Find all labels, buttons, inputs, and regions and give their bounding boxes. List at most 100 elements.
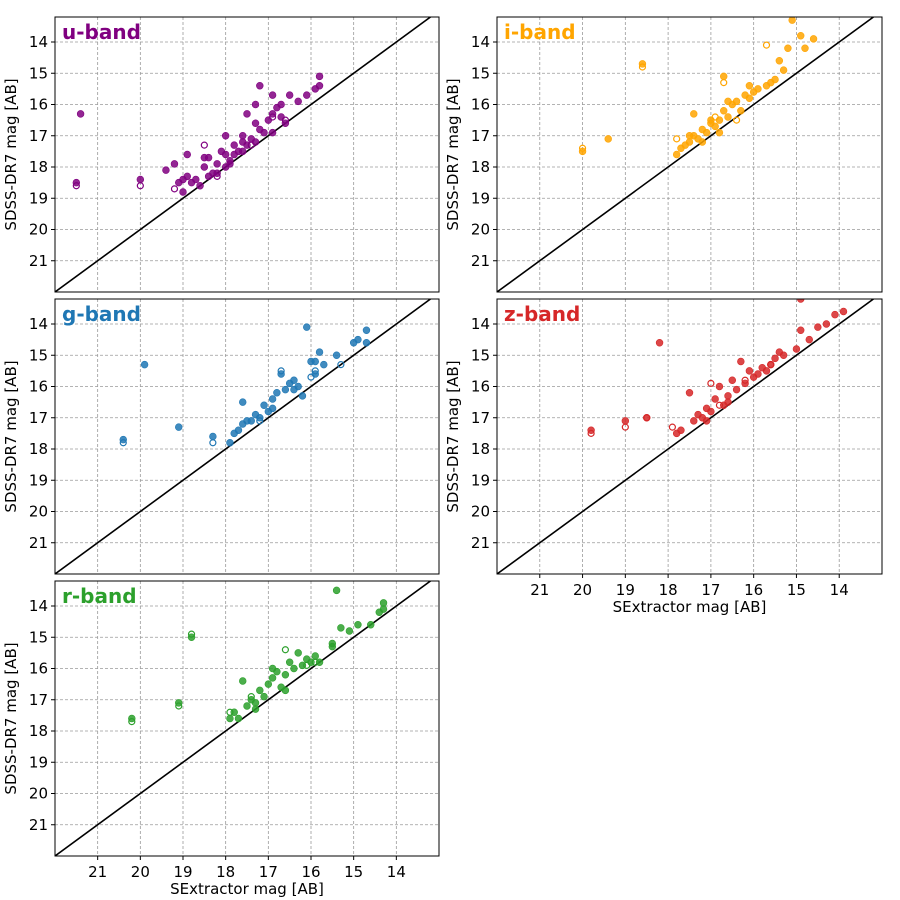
data-point-filled <box>315 82 324 90</box>
data-point-filled <box>251 705 260 713</box>
data-point-filled <box>724 113 732 121</box>
y-tick-label: 18 <box>29 440 48 458</box>
data-point-filled <box>136 175 145 184</box>
x-tick-label: 20 <box>131 863 150 881</box>
data-point-filled <box>775 348 784 356</box>
data-point-filled <box>294 97 302 106</box>
data-point-filled <box>239 132 247 140</box>
y-tick-label: 20 <box>29 503 48 521</box>
data-point-open <box>281 116 289 124</box>
x-tick-label: 19 <box>173 863 192 881</box>
y-tick-label: 19 <box>471 189 490 207</box>
data-point-filled <box>251 138 260 146</box>
data-point-filled <box>239 147 247 156</box>
y-tick-label: 14 <box>29 315 48 333</box>
data-point-filled <box>788 17 796 24</box>
data-point-filled <box>720 107 728 115</box>
data-point-filled <box>715 116 724 124</box>
data-point-open <box>311 367 319 375</box>
data-point-filled <box>298 392 307 400</box>
y-tick-label: 14 <box>29 597 48 615</box>
data-point-filled <box>239 398 247 406</box>
y-tick-label: 21 <box>29 816 48 834</box>
data-point-filled <box>754 370 762 378</box>
y-tick-label: 19 <box>471 471 490 489</box>
y-tick-label: 20 <box>471 221 490 239</box>
data-point-open <box>762 41 771 49</box>
y-tick-label: 16 <box>29 660 48 678</box>
y-tick-label: 21 <box>29 534 48 552</box>
data-point-filled <box>797 326 805 334</box>
data-point-filled <box>281 671 290 679</box>
y-tick-label: 16 <box>29 378 48 396</box>
data-point-filled <box>260 692 268 701</box>
data-point-filled <box>200 163 209 171</box>
data-point-filled <box>234 714 243 723</box>
data-point-filled <box>183 172 191 181</box>
data-point-open <box>200 141 208 149</box>
data-point-filled <box>745 82 754 90</box>
panel-title: u-band <box>62 20 141 44</box>
data-point-filled <box>221 132 230 140</box>
y-tick-label: 18 <box>29 158 48 176</box>
axes-frame <box>54 16 440 293</box>
data-point-filled <box>685 389 694 397</box>
data-point-open <box>128 718 136 726</box>
data-point-filled <box>76 110 85 118</box>
x-tick-label: 19 <box>616 581 635 599</box>
data-point-filled <box>724 398 732 406</box>
data-point-filled <box>379 605 388 613</box>
data-point-filled <box>239 677 247 685</box>
data-point-open <box>187 630 196 638</box>
y-tick-label: 20 <box>29 785 48 803</box>
x-tick-label: 15 <box>787 581 806 599</box>
data-point-filled <box>290 664 298 673</box>
data-point-filled <box>247 417 255 425</box>
y-tick-label: 19 <box>29 753 48 771</box>
data-point-filled <box>251 119 260 127</box>
data-point-filled <box>767 78 775 87</box>
data-point-filled <box>311 357 319 366</box>
data-point-filled <box>745 367 754 375</box>
y-tick-label: 14 <box>471 315 490 333</box>
y-tick-label: 20 <box>471 503 490 521</box>
panel-title: i-band <box>504 20 576 44</box>
axes-frame <box>54 298 440 575</box>
data-point-filled <box>814 323 822 331</box>
data-point-open <box>303 661 311 669</box>
data-point-filled <box>251 100 260 109</box>
data-point-filled <box>200 153 209 162</box>
panel-g-band: 14 15 16 17 18 19 20 21 SDSS-DR7 mag [AB] g-band <box>2 298 440 575</box>
data-point-filled <box>831 310 839 319</box>
data-point-filled <box>754 85 762 93</box>
panel-u-band: 14 15 16 17 18 19 20 21 SDSS-DR7 mag [AB] u-band <box>2 16 440 293</box>
data-point-filled <box>685 132 694 140</box>
x-tick-label: 16 <box>301 863 320 881</box>
data-point-open <box>732 116 741 124</box>
data-point-open <box>281 646 289 654</box>
data-point-filled <box>311 652 319 660</box>
data-point-filled <box>162 166 170 174</box>
data-point-open <box>337 361 345 369</box>
x-tick-label: 17 <box>259 863 278 881</box>
y-tick-label: 15 <box>29 64 48 82</box>
one-to-one-line <box>497 17 874 292</box>
data-point-filled <box>221 150 230 159</box>
data-point-filled <box>260 401 268 409</box>
data-point-filled <box>264 116 273 124</box>
data-point-open <box>621 423 629 431</box>
data-point-filled <box>724 392 732 400</box>
data-point-open <box>711 113 719 121</box>
y-tick-label: 20 <box>29 221 48 239</box>
data-point-filled <box>707 116 715 124</box>
data-point-open <box>256 417 264 425</box>
panel-title: r-band <box>62 584 137 608</box>
y-tick-label: 21 <box>29 252 48 270</box>
data-point-filled <box>183 150 191 159</box>
y-tick-label: 15 <box>471 346 490 364</box>
data-point-filled <box>672 150 681 159</box>
data-point-filled <box>698 138 707 146</box>
axes-frame <box>496 16 883 293</box>
data-point-open <box>638 63 647 71</box>
